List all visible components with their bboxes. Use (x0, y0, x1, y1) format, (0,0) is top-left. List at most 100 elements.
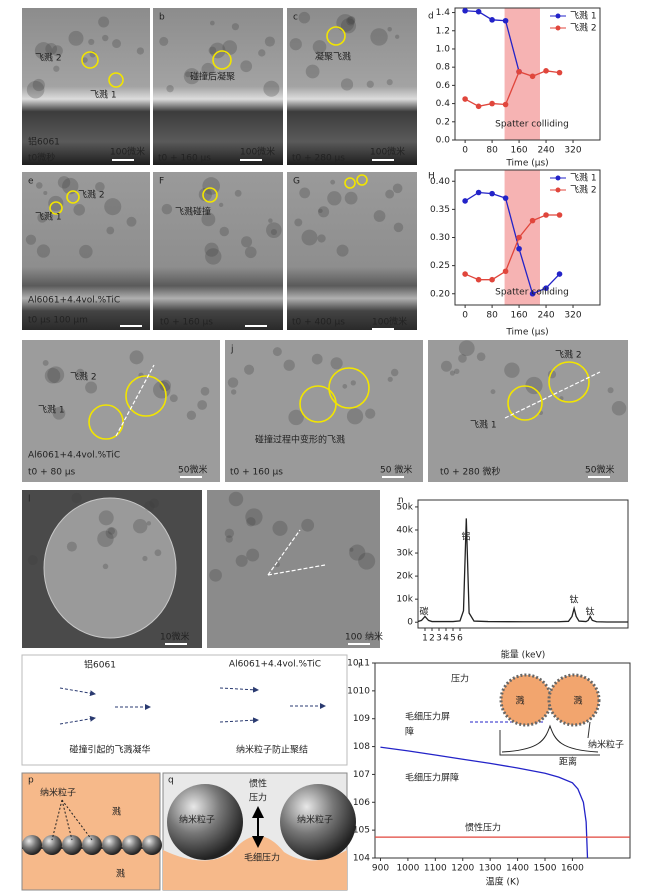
label: 纳米粒子 (40, 787, 76, 799)
annotation: 钛 (585, 606, 594, 618)
data-point (529, 217, 536, 224)
texture (200, 386, 210, 396)
annotation: 压力 (451, 673, 469, 685)
texture (268, 218, 273, 223)
texture (289, 38, 302, 51)
curve-label: 毛细压力屏障 (405, 772, 459, 784)
y-tick-label: 0.30 (430, 233, 450, 243)
data-point (462, 271, 468, 277)
legend-label: 飞溅 2 (570, 22, 597, 34)
data-point (516, 234, 522, 241)
data-point (502, 101, 509, 108)
texture (149, 498, 159, 509)
motion-arrow (59, 687, 96, 697)
label: 溅 (112, 806, 121, 818)
x-tick-label: 80 (486, 311, 498, 321)
label: Al6061+4.4vol.%TiC (229, 660, 321, 670)
micrograph-label: 50微米 (585, 464, 614, 476)
micrograph (153, 172, 283, 330)
texture (146, 521, 152, 526)
texture (340, 18, 357, 34)
micrograph (207, 490, 380, 648)
texture (95, 181, 105, 192)
panel-letter: r (358, 661, 362, 671)
micrograph-label: t0 + 160 µs (160, 318, 213, 328)
y-tick-label: 0.0 (436, 136, 451, 146)
annotation: 毛细压力屏 (405, 711, 450, 723)
texture (340, 78, 354, 91)
y-tick-label: 0.35 (430, 205, 450, 215)
liquid-bridge (163, 836, 347, 890)
data-point (502, 17, 509, 24)
data-point (475, 103, 482, 110)
texture (186, 410, 197, 420)
panel-letter: d (428, 12, 434, 22)
texture (346, 408, 364, 425)
texture (112, 39, 122, 49)
texture (258, 49, 266, 57)
highlight-ring (125, 375, 167, 417)
texture (385, 189, 395, 199)
x-tick-label: 4 (443, 634, 449, 644)
texture (44, 367, 61, 384)
panel-letter: c (293, 13, 298, 23)
y-tick-label: 0.8 (436, 63, 451, 73)
micrograph-label: t0 + 160 µs (158, 154, 211, 164)
texture (299, 187, 311, 199)
texture (105, 527, 118, 539)
micrograph-label: 凝聚飞溅 (315, 51, 351, 63)
micrograph-label: t0微秒 (28, 152, 55, 164)
texture (386, 79, 393, 86)
micrograph (428, 340, 628, 482)
micrograph (22, 172, 150, 330)
motion-arrow (59, 715, 96, 725)
micrograph-label: t0 + 400 µs (292, 318, 345, 328)
texture (53, 65, 60, 72)
micrograph-label: Al6061+4.4vol.%TiC (28, 451, 120, 461)
micrograph-label: t0 + 80 µs (28, 468, 76, 478)
texture (201, 62, 215, 76)
texture (225, 535, 233, 543)
motion-arrow (219, 717, 259, 724)
texture (208, 46, 217, 55)
y-tick-label: 107 (353, 770, 370, 780)
legend-marker (555, 25, 561, 31)
panel-letter: F (159, 177, 164, 187)
x-tick-label: 80 (486, 146, 498, 156)
data-point (543, 285, 549, 291)
nanoparticle (167, 784, 243, 860)
x-tick-label: 240 (537, 311, 554, 321)
data-point (475, 189, 482, 196)
highlight-ring (212, 50, 232, 70)
series-line (380, 746, 589, 859)
plot-frame (374, 662, 631, 859)
x-axis-label: Time (µs) (505, 159, 548, 169)
y-tick-label: 1.0 (436, 44, 451, 54)
x-tick-label: 1000 (396, 864, 419, 874)
micrograph (225, 340, 423, 482)
trajectory-arrow (504, 371, 601, 419)
x-tick-label: 1600 (561, 864, 584, 874)
micrograph-label: 碰撞后凝聚 (190, 71, 235, 83)
texture (288, 409, 304, 426)
x-tick-label: 320 (564, 311, 581, 321)
texture (209, 568, 222, 582)
data-point (489, 276, 495, 283)
texture (169, 394, 178, 403)
texture (129, 350, 144, 365)
texture (25, 234, 37, 245)
texture (210, 20, 215, 26)
texture (454, 368, 460, 375)
micrograph-label: t0 µs 100 µm (28, 316, 88, 326)
micrograph (22, 8, 150, 165)
highlight-ring (356, 174, 368, 186)
data-point (516, 245, 522, 252)
texture (244, 364, 255, 375)
shaded-region (504, 170, 540, 305)
nanoparticle (122, 835, 142, 855)
micrograph-label: 50 微米 (380, 464, 412, 476)
label: 纳米粒子 (297, 814, 333, 826)
schematic-frame (21, 654, 348, 766)
highlight-ring (548, 361, 590, 403)
texture (358, 552, 376, 570)
